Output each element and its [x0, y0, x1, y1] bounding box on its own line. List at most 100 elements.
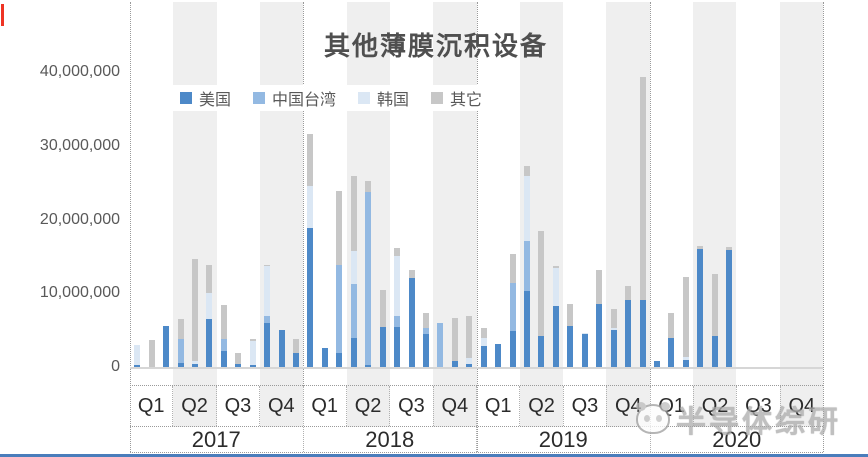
- bar-segment-other: [524, 165, 531, 176]
- bar-segment-us: [711, 335, 718, 368]
- year-separator: [823, 2, 824, 452]
- year-separator: [649, 2, 651, 452]
- legend-swatch: [358, 92, 371, 104]
- bar-segment-korea: [682, 356, 689, 361]
- bar-segment-taiwan: [264, 316, 271, 323]
- quarter-label: Q4: [260, 386, 304, 426]
- bar-segment-other: [538, 230, 545, 336]
- bar-segment-other: [697, 245, 704, 250]
- quarter-label: Q1: [304, 386, 347, 426]
- bar-segment-us: [264, 323, 271, 368]
- bar-segment-us: [336, 352, 343, 368]
- bar-segment-other: [177, 319, 184, 340]
- bottom-border-line: [0, 454, 868, 457]
- bar-segment-taiwan: [524, 240, 531, 291]
- quarter-label: Q4: [607, 386, 651, 426]
- year-label: 2019: [477, 427, 651, 452]
- bar-segment-us: [307, 227, 314, 368]
- bar-segment-korea: [466, 357, 473, 365]
- quarter-label: Q2: [694, 386, 738, 426]
- bar-segment-us: [552, 306, 559, 368]
- bar-segment-korea: [581, 332, 588, 335]
- bar-segment-other: [552, 265, 559, 268]
- bar-segment-other: [668, 312, 675, 338]
- bar-segment-other: [726, 247, 733, 250]
- quarter-label: Q4: [788, 394, 816, 417]
- bar-segment-taiwan: [437, 323, 444, 367]
- bar-segment-other: [394, 247, 401, 256]
- quarter-label: Q1: [130, 386, 174, 426]
- bar-segment-us: [509, 331, 516, 368]
- bar-segment-other: [682, 276, 689, 357]
- bar-segment-us: [697, 249, 704, 368]
- bar-segment-other: [249, 339, 256, 341]
- bar-segment-us: [480, 345, 487, 368]
- bar-segment-korea: [610, 327, 617, 331]
- bar-segment-us: [524, 290, 531, 368]
- bar-segment-korea: [307, 185, 314, 228]
- quarter-label: Q2: [520, 386, 564, 426]
- bar-segment-other: [567, 303, 574, 326]
- bar-segment-korea: [350, 251, 357, 285]
- bar-segment-other: [625, 285, 632, 301]
- bar-segment-taiwan: [509, 282, 516, 332]
- bar-segment-korea: [191, 360, 198, 365]
- quarter-label: Q2: [173, 386, 217, 426]
- quarter-label: Q3: [217, 386, 261, 426]
- quarter-label: Q3: [737, 386, 781, 426]
- bar-segment-us: [321, 347, 328, 368]
- legend-label: 中国台湾: [272, 92, 337, 109]
- legend-item: 韩国: [358, 86, 409, 110]
- bar-segment-other: [148, 339, 155, 367]
- bar-segment-us: [249, 365, 256, 368]
- bar-segment-taiwan: [365, 192, 372, 366]
- quarter-label: Q3: [390, 386, 434, 426]
- bar-segment-other: [235, 352, 242, 365]
- bar-segment-other: [307, 134, 314, 186]
- bar-segment-taiwan: [220, 339, 227, 352]
- red-edge-marker: [1, 4, 4, 26]
- quarter-label: Q3: [564, 386, 608, 426]
- bar-segment-us: [495, 344, 502, 368]
- bar-segment-us: [538, 335, 545, 368]
- bar-segment-other: [610, 309, 617, 328]
- bar-segment-us: [408, 277, 415, 368]
- bar-segment-us: [610, 330, 617, 368]
- legend-item: 中国台湾: [253, 86, 336, 110]
- bar-segment-us: [163, 325, 170, 368]
- bar-segment-us: [278, 330, 285, 368]
- bar-segment-other: [206, 265, 213, 293]
- bar-segment-korea: [552, 267, 559, 307]
- bar-segment-us: [581, 334, 588, 368]
- quarter-label: Q1: [477, 386, 521, 426]
- bar-segment-us: [293, 352, 300, 368]
- bar-segment-us: [567, 325, 574, 368]
- bar-segment-taiwan: [177, 339, 184, 363]
- bar-segment-taiwan: [350, 284, 357, 338]
- year-label-row: 2017 2018 2019 2020: [130, 427, 823, 453]
- bar-segment-us: [191, 364, 198, 368]
- bar-segment-korea: [394, 255, 401, 316]
- bar-segment-korea: [206, 292, 213, 319]
- bar-segment-us: [668, 337, 675, 368]
- bar-segment-other: [480, 327, 487, 338]
- bar-segment-us: [653, 360, 660, 368]
- y-tick-label: 0: [111, 358, 120, 375]
- bar-segment-other: [365, 181, 372, 193]
- year-label: 2020: [712, 426, 762, 452]
- bar-segment-other: [293, 338, 300, 353]
- legend-label: 韩国: [377, 92, 410, 109]
- bar-segment-us: [177, 362, 184, 368]
- bar-segment-other: [711, 274, 718, 336]
- quarter-label: Q1: [651, 386, 694, 426]
- legend-swatch: [431, 92, 444, 104]
- bar-segment-other: [191, 258, 198, 361]
- bar-segment-other: [220, 305, 227, 340]
- bar-segment-korea: [134, 345, 141, 366]
- bar-segment-korea: [249, 340, 256, 366]
- year-separator: [476, 2, 478, 452]
- y-tick-label: 40,000,000: [39, 63, 120, 80]
- bar-segment-other: [509, 253, 516, 283]
- bar-segment-us: [134, 365, 141, 368]
